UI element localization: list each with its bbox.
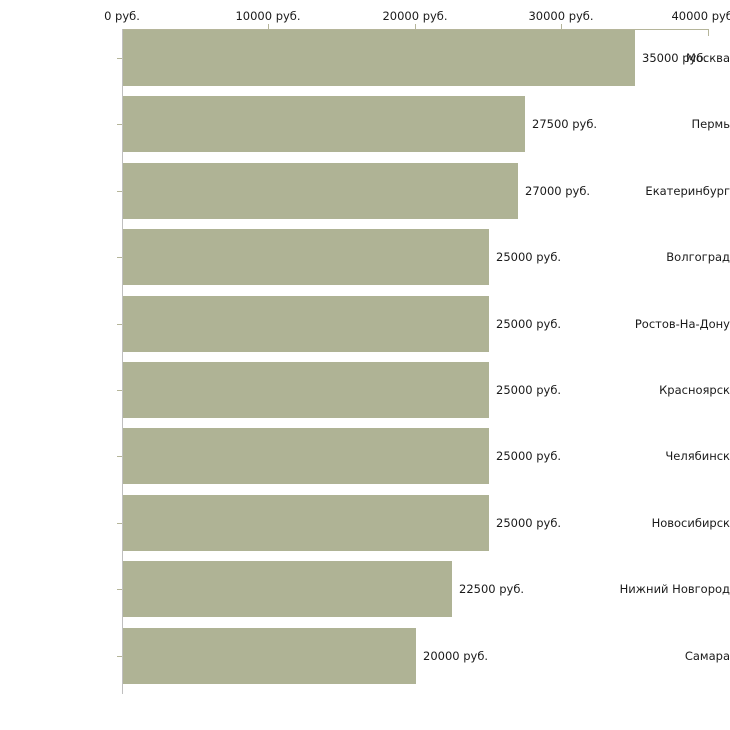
bar[interactable] — [123, 295, 489, 352]
y-axis-tick — [117, 324, 122, 325]
y-axis-tick — [117, 589, 122, 590]
x-axis-label-30000: 30000 руб. — [528, 9, 594, 23]
category-label: Ростов-На-Дону — [634, 316, 730, 331]
y-axis-tick — [117, 257, 122, 258]
y-axis-tick — [117, 656, 122, 657]
y-axis-line — [122, 29, 123, 694]
bar[interactable] — [123, 561, 452, 618]
bar[interactable] — [123, 96, 525, 153]
x-axis-label-10000: 10000 руб. — [235, 9, 301, 23]
category-label: Пермь — [691, 117, 730, 132]
category-label: Красноярск — [659, 383, 730, 397]
category-label: Волгоград — [666, 250, 730, 265]
bar-value-label: 22500 руб. — [459, 582, 525, 597]
bar[interactable] — [123, 30, 635, 86]
y-axis-tick — [117, 124, 122, 125]
y-axis-tick — [117, 191, 122, 192]
bar-value-label: 25000 руб. — [496, 316, 562, 331]
x-axis-label-40000: 40000 руб. — [671, 9, 730, 23]
bar-value-label: 27000 руб. — [525, 183, 591, 198]
category-label: Самара — [684, 648, 730, 663]
bar-value-label: 27500 руб. — [532, 117, 598, 132]
category-label: Москва — [685, 51, 730, 65]
y-axis-tick — [117, 523, 122, 524]
bar-value-label: 25000 руб. — [496, 383, 562, 397]
category-label: Новосибирск — [651, 515, 730, 530]
y-axis-tick — [117, 58, 122, 59]
bar-value-label: 25000 руб. — [496, 250, 562, 265]
bar[interactable] — [123, 362, 489, 418]
y-axis-tick — [117, 390, 122, 391]
y-axis-tick — [117, 456, 122, 457]
bar-value-label: 20000 руб. — [423, 648, 489, 663]
x-axis-tick-20000 — [415, 24, 416, 30]
bar-value-label: 35000 руб. — [642, 51, 708, 65]
x-axis-tick-30000 — [561, 24, 562, 30]
bar[interactable] — [123, 162, 518, 219]
category-label: Екатеринбург — [645, 183, 730, 198]
bar-value-label: 25000 руб. — [496, 449, 562, 464]
x-axis-label-20000: 20000 руб. — [382, 9, 448, 23]
x-axis-label-0: 0 руб. — [104, 9, 140, 23]
bar[interactable] — [123, 494, 489, 551]
category-label: Нижний Новгород — [619, 582, 730, 597]
bar-value-label: 25000 руб. — [496, 515, 562, 530]
category-label: Челябинск — [665, 449, 730, 464]
x-axis-tick-40000 — [708, 29, 709, 36]
bar[interactable] — [123, 428, 489, 485]
bar[interactable] — [123, 627, 416, 684]
bar[interactable] — [123, 229, 489, 286]
x-axis-tick-10000 — [268, 24, 269, 30]
